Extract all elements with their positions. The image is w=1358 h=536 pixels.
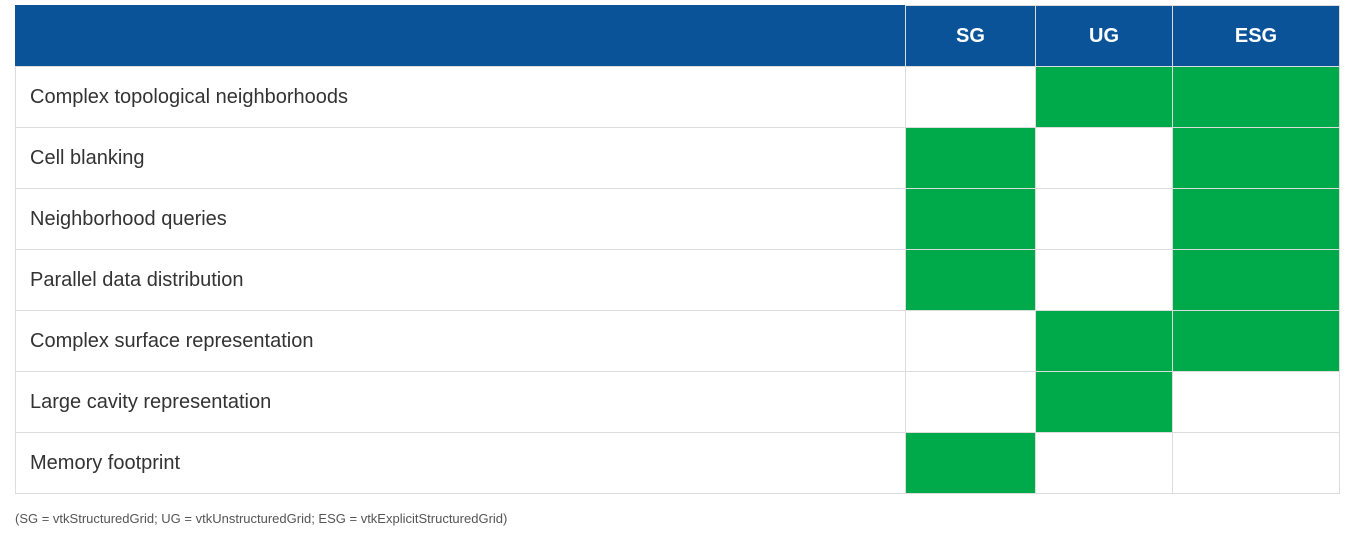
ug-support-cell [1035, 432, 1173, 494]
header-row: SG UG ESG [15, 5, 1340, 67]
table-row: Cell blanking [15, 127, 1340, 189]
ug-support-cell [1035, 371, 1173, 433]
esg-support-cell [1172, 188, 1340, 250]
esg-support-cell [1172, 249, 1340, 311]
sg-support-cell [905, 127, 1036, 189]
feature-label: Parallel data distribution [15, 249, 906, 311]
feature-label: Memory footprint [15, 432, 906, 494]
ug-support-cell [1035, 66, 1173, 128]
sg-support-cell [905, 66, 1036, 128]
sg-support-cell [905, 188, 1036, 250]
comparison-table: SG UG ESG Complex topological neighborho… [15, 5, 1340, 494]
esg-support-cell [1172, 127, 1340, 189]
table-row: Complex topological neighborhoods [15, 66, 1340, 128]
feature-label: Cell blanking [15, 127, 906, 189]
footnote: (SG = vtkStructuredGrid; UG = vtkUnstruc… [15, 511, 508, 526]
feature-label: Complex topological neighborhoods [15, 66, 906, 128]
ug-support-cell [1035, 249, 1173, 311]
feature-label: Neighborhood queries [15, 188, 906, 250]
sg-support-cell [905, 310, 1036, 372]
column-header-ug: UG [1035, 5, 1173, 67]
column-header-sg: SG [905, 5, 1036, 67]
table-row: Memory footprint [15, 432, 1340, 494]
sg-support-cell [905, 432, 1036, 494]
ug-support-cell [1035, 310, 1173, 372]
feature-label: Complex surface representation [15, 310, 906, 372]
sg-support-cell [905, 371, 1036, 433]
ug-support-cell [1035, 127, 1173, 189]
ug-support-cell [1035, 188, 1173, 250]
header-blank-cell [15, 5, 906, 67]
sg-support-cell [905, 249, 1036, 311]
esg-support-cell [1172, 310, 1340, 372]
table-row: Parallel data distribution [15, 249, 1340, 311]
column-header-esg: ESG [1172, 5, 1340, 67]
esg-support-cell [1172, 371, 1340, 433]
table-row: Large cavity representation [15, 371, 1340, 433]
feature-label: Large cavity representation [15, 371, 906, 433]
table-row: Neighborhood queries [15, 188, 1340, 250]
esg-support-cell [1172, 432, 1340, 494]
esg-support-cell [1172, 66, 1340, 128]
table-row: Complex surface representation [15, 310, 1340, 372]
